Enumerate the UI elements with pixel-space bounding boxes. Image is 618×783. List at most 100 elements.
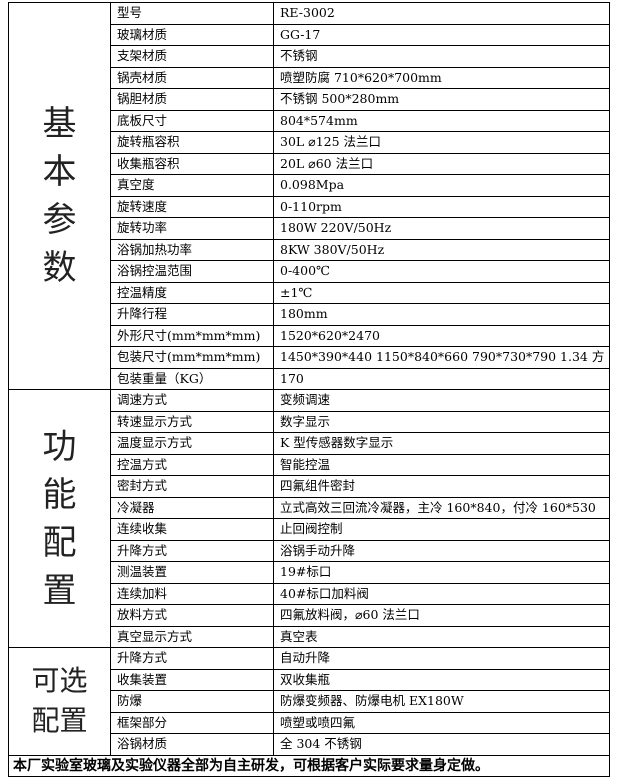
- spec-label: 冷凝器: [110, 496, 274, 519]
- section-title-char: 配置: [31, 704, 88, 738]
- spec-value: 不锈钢: [273, 45, 610, 68]
- spec-value: GG-17: [273, 23, 610, 46]
- basic-params-section-title: 基本参数: [8, 2, 111, 390]
- spec-label: 放料方式: [110, 604, 274, 627]
- section-title-char: 数: [42, 248, 77, 288]
- spec-label: 包装尺寸(mm*mm*mm): [110, 346, 274, 369]
- table-row: 基本参数型号 RE-3002: [8, 2, 610, 390]
- table-row: 锅壳材质 喷塑防腐 710*620*700mm: [9, 66, 610, 89]
- spec-value: 40#标口加料阀: [273, 582, 610, 605]
- spec-label: 框架部分: [110, 711, 274, 734]
- spec-value: 不锈钢 500*280mm: [273, 88, 610, 111]
- spec-value: 喷塑防腐 710*620*700mm: [273, 66, 610, 89]
- spec-label: 转速显示方式: [110, 410, 274, 433]
- spec-value: 全 304 不锈钢: [273, 733, 610, 756]
- spec-label: 连续收集: [110, 518, 274, 541]
- spec-value: 20L ⌀60 法兰口: [273, 152, 610, 175]
- table-row: 旋转速度 0-110rpm: [9, 195, 610, 218]
- table-row: 真空显示方式 真空表: [9, 625, 610, 648]
- spec-value: K 型传感器数字显示: [273, 432, 610, 455]
- spec-value: 智能控温: [273, 453, 610, 476]
- spec-value: 180W 220V/50Hz: [273, 217, 610, 240]
- spec-value: 立式高效三回流冷凝器，主冷 160*840，付冷 160*530: [273, 496, 610, 519]
- spec-value: 19#标口: [273, 561, 610, 584]
- section-title-char: 可选: [31, 664, 88, 698]
- spec-value: 804*574mm: [273, 109, 610, 132]
- spec-label: 旋转速度: [110, 195, 274, 218]
- spec-value: 真空表: [273, 625, 610, 648]
- spec-label: 浴锅材质: [110, 733, 274, 756]
- table-row: 真空度 0.098Mpa: [9, 174, 610, 197]
- spec-value: 双收集瓶: [273, 668, 610, 691]
- table-row: 温度显示方式 K 型传感器数字显示: [9, 432, 610, 455]
- table-row: 防爆 防爆变频器、防爆电机 EX180W: [9, 690, 610, 713]
- spec-value: 180mm: [273, 303, 610, 326]
- spec-label: 旋转瓶容积: [110, 131, 274, 154]
- table-row: 底板尺寸 804*574mm: [9, 109, 610, 132]
- spec-label: 浴锅控温范围: [110, 260, 274, 283]
- spec-table: 基本参数型号 RE-3002 玻璃材质 GG-17 支架材质 不锈钢 锅壳材质 喷塑防腐 71…: [8, 2, 610, 777]
- table-row: 包装重量（KG） 170: [9, 367, 610, 390]
- section-title-char: 置: [42, 570, 77, 611]
- section-title-char: 配: [42, 522, 77, 563]
- spec-value: 0-110rpm: [273, 195, 610, 218]
- spec-value: 四氟放料阀，⌀60 法兰口: [273, 604, 610, 627]
- spec-label: 连续加料: [110, 582, 274, 605]
- spec-value: 浴锅手动升降: [273, 539, 610, 562]
- table-row: 连续收集 止回阀控制: [9, 518, 610, 541]
- spec-label: 锅胆材质: [110, 88, 274, 111]
- spec-label: 浴锅加热功率: [110, 238, 274, 261]
- spec-label: 真空显示方式: [110, 625, 274, 648]
- table-row: 可选 配置 升降方式 自动升降: [8, 647, 610, 756]
- spec-label: 支架材质: [110, 45, 274, 68]
- spec-label: 升降方式: [110, 647, 274, 670]
- spec-label: 型号: [110, 2, 274, 25]
- spec-value: 止回阀控制: [273, 518, 610, 541]
- section-title-char: 基: [42, 104, 77, 144]
- table-row: 冷凝器 立式高效三回流冷凝器，主冷 160*840，付冷 160*530: [9, 496, 610, 519]
- spec-value: 防爆变频器、防爆电机 EX180W: [273, 690, 610, 713]
- spec-value: 30L ⌀125 法兰口: [273, 131, 610, 154]
- spec-label: 玻璃材质: [110, 23, 274, 46]
- section-title-char: 能: [42, 474, 77, 515]
- spec-label: 旋转功率: [110, 217, 274, 240]
- spec-value: 喷塑或喷四氟: [273, 711, 610, 734]
- table-row: 浴锅材质全 304 不锈钢: [9, 733, 610, 756]
- spec-label: 测温装置: [110, 561, 274, 584]
- table-row: 收集瓶容积 20L ⌀60 法兰口: [9, 152, 610, 175]
- spec-label: 底板尺寸: [110, 109, 274, 132]
- spec-label: 升降方式: [110, 539, 274, 562]
- spec-label: 控温方式: [110, 453, 274, 476]
- spec-label: 密封方式: [110, 475, 274, 498]
- spec-label: 调速方式: [110, 389, 274, 412]
- spec-value: 1520*620*2470: [273, 324, 610, 347]
- optional-config-section-title: 可选 配置: [8, 647, 111, 756]
- spec-label: 锅壳材质: [110, 66, 274, 89]
- spec-value: RE-3002: [273, 2, 610, 25]
- spec-label: 外形尺寸(mm*mm*mm): [110, 324, 274, 347]
- function-config-section-title: 功能配置: [8, 389, 111, 648]
- table-row: 功能配置调速方式 变频调速: [8, 389, 610, 648]
- footer-note: 本厂实验室玻璃及实验仪器全部为自主研发，可根据客户实际要求量身定做。: [8, 754, 610, 777]
- spec-value: 8KW 380V/50Hz: [273, 238, 610, 261]
- spec-value: 四氟组件密封: [273, 475, 610, 498]
- table-row: 浴锅加热功率 8KW 380V/50Hz: [9, 238, 610, 261]
- spec-label: 收集瓶容积: [110, 152, 274, 175]
- table-row: 控温精度 ±1℃: [9, 281, 610, 304]
- spec-label: 收集装置: [110, 668, 274, 691]
- spec-label: 升降行程: [110, 303, 274, 326]
- table-row: 支架材质 不锈钢: [9, 45, 610, 68]
- table-row: 转速显示方式 数字显示: [9, 410, 610, 433]
- spec-value: 0.098Mpa: [273, 174, 610, 197]
- spec-label: 控温精度: [110, 281, 274, 304]
- spec-label: 包装重量（KG）: [110, 367, 274, 390]
- section-title-char: 功: [42, 426, 77, 467]
- spec-value: 自动升降: [273, 647, 610, 670]
- table-row: 锅胆材质 不锈钢 500*280mm: [9, 88, 610, 111]
- table-row: 控温方式 智能控温: [9, 453, 610, 476]
- spec-label: 温度显示方式: [110, 432, 274, 455]
- table-row: 旋转功率 180W 220V/50Hz: [9, 217, 610, 240]
- section-title-char: 本: [42, 152, 77, 192]
- table-row: 放料方式 四氟放料阀，⌀60 法兰口: [9, 604, 610, 627]
- spec-value: 变频调速: [273, 389, 610, 412]
